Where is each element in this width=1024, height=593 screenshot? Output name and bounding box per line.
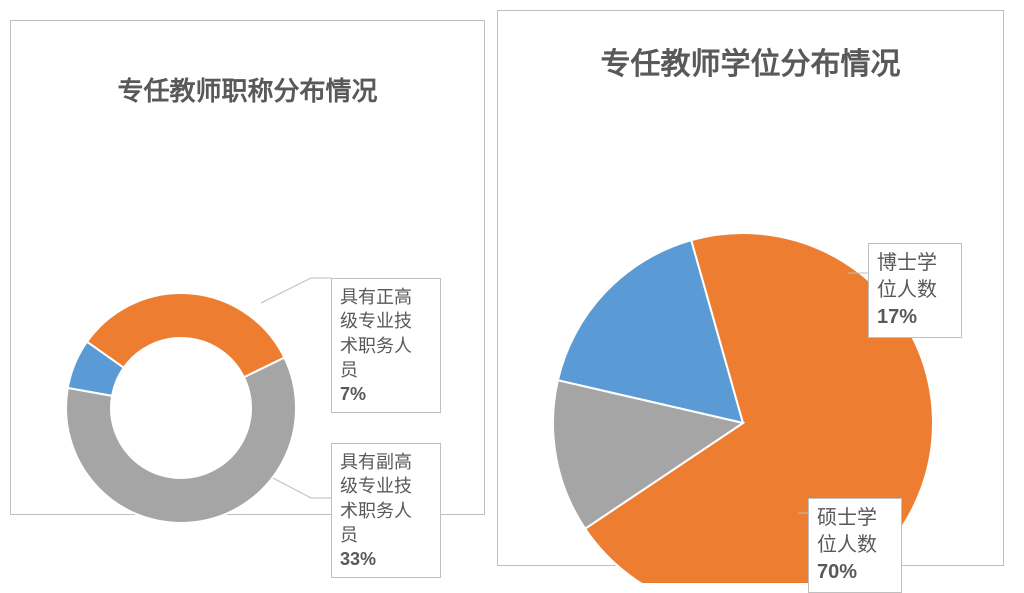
callout-percent: 33% xyxy=(340,547,432,571)
left-chart-title: 专任教师职称分布情况 xyxy=(11,21,484,108)
left-chart-panel: 专任教师职称分布情况 具有正高级专业技术职务人员7%具有副高级专业技术职务人员3… xyxy=(10,20,485,515)
callout-label-line: 员 xyxy=(340,358,432,382)
callout-label-line: 具有副高 xyxy=(340,450,432,474)
callout-label-line: 员 xyxy=(340,523,432,547)
callout-box: 具有副高级专业技术职务人员33% xyxy=(331,443,441,578)
right-chart-area: 博士学位人数17%硕士学位人数70% xyxy=(498,83,1003,583)
callout-label-line: 具有正高 xyxy=(340,285,432,309)
left-chart-area: 具有正高级专业技术职务人员7%具有副高级专业技术职务人员33% xyxy=(11,108,484,528)
callout-label-line: 术职务人 xyxy=(340,499,432,523)
right-chart-panel: 专任教师学位分布情况 博士学位人数17%硕士学位人数70% xyxy=(497,10,1004,566)
right-chart-title: 专任教师学位分布情况 xyxy=(498,11,1003,83)
callout-label-line: 级专业技 xyxy=(340,474,432,498)
callout-label-line: 位人数 xyxy=(817,532,893,559)
callout-box: 硕士学位人数70% xyxy=(808,498,902,593)
callout-label-line: 博士学 xyxy=(877,250,953,277)
callout-label-line: 硕士学 xyxy=(817,505,893,532)
callout-percent: 7% xyxy=(340,382,432,406)
callout-box: 博士学位人数17% xyxy=(868,243,962,338)
callout-box: 具有正高级专业技术职务人员7% xyxy=(331,278,441,413)
callout-label-line: 级专业技 xyxy=(340,309,432,333)
callout-percent: 70% xyxy=(817,559,893,586)
callout-percent: 17% xyxy=(877,304,953,331)
callout-label-line: 位人数 xyxy=(877,277,953,304)
callout-label-line: 术职务人 xyxy=(340,334,432,358)
